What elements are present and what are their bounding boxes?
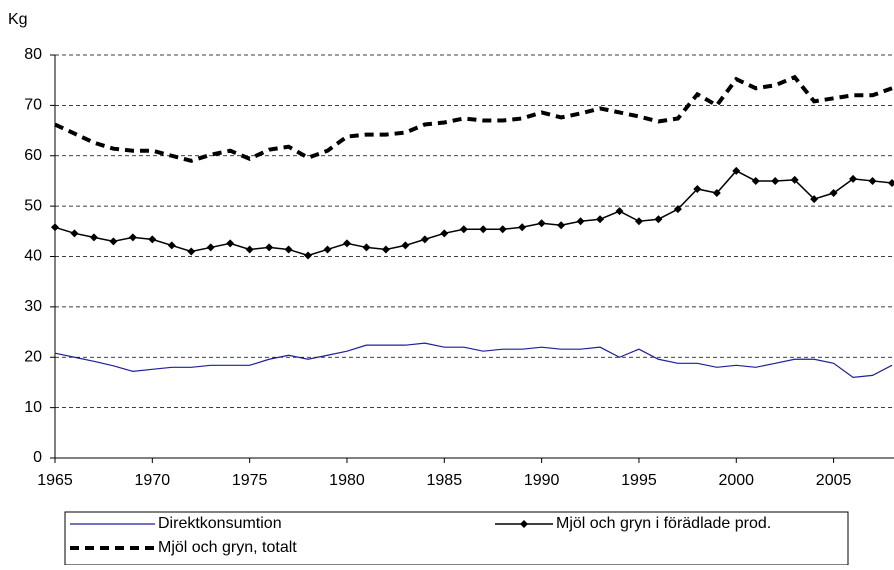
x-tick-label: 1995 bbox=[621, 472, 657, 489]
legend-label: Mjöl och gryn i förädlade prod. bbox=[556, 515, 771, 532]
legend-label: Mjöl och gryn, totalt bbox=[158, 539, 297, 556]
marker bbox=[520, 520, 528, 528]
marker bbox=[654, 215, 663, 224]
marker bbox=[401, 241, 410, 250]
marker bbox=[420, 235, 429, 244]
marker bbox=[498, 225, 507, 234]
series-line bbox=[54, 169, 893, 257]
marker bbox=[70, 229, 79, 238]
y-axis-label: Kg bbox=[8, 11, 28, 28]
marker bbox=[109, 237, 118, 246]
marker bbox=[518, 223, 527, 232]
marker bbox=[712, 189, 721, 198]
marker bbox=[167, 241, 176, 250]
marker bbox=[265, 243, 274, 252]
marker bbox=[790, 175, 799, 184]
marker bbox=[868, 176, 877, 185]
series-line bbox=[54, 342, 893, 379]
x-tick-label: 1970 bbox=[135, 472, 171, 489]
marker bbox=[888, 178, 894, 187]
legend-label: Direktkonsumtion bbox=[158, 515, 282, 532]
marker bbox=[596, 215, 605, 224]
y-tick-label: 0 bbox=[33, 449, 42, 466]
marker bbox=[440, 229, 449, 238]
marker bbox=[479, 225, 488, 234]
marker bbox=[459, 225, 468, 234]
marker bbox=[148, 235, 157, 244]
marker bbox=[284, 245, 293, 254]
marker bbox=[206, 243, 215, 252]
series-line bbox=[54, 74, 893, 163]
x-tick-label: 1990 bbox=[524, 472, 560, 489]
marker bbox=[304, 251, 313, 260]
marker bbox=[537, 219, 546, 228]
marker bbox=[810, 195, 819, 204]
marker bbox=[342, 239, 351, 248]
marker bbox=[693, 184, 702, 193]
marker bbox=[634, 217, 643, 226]
marker bbox=[51, 223, 59, 232]
marker bbox=[557, 221, 566, 230]
y-tick-label: 60 bbox=[24, 147, 42, 164]
marker bbox=[615, 207, 624, 216]
marker bbox=[849, 174, 858, 183]
y-tick-label: 50 bbox=[24, 197, 42, 214]
y-tick-label: 30 bbox=[24, 298, 42, 315]
marker bbox=[128, 233, 137, 242]
marker bbox=[732, 166, 741, 175]
marker bbox=[771, 176, 780, 185]
y-tick-label: 10 bbox=[24, 399, 42, 416]
marker bbox=[381, 245, 390, 254]
y-tick-label: 20 bbox=[24, 348, 42, 365]
x-tick-label: 1965 bbox=[37, 472, 73, 489]
marker bbox=[751, 176, 760, 185]
marker bbox=[673, 205, 682, 214]
marker bbox=[89, 233, 98, 242]
y-tick-label: 80 bbox=[24, 46, 42, 63]
marker bbox=[323, 245, 332, 254]
marker bbox=[245, 245, 254, 254]
marker bbox=[226, 239, 235, 248]
marker bbox=[362, 243, 371, 252]
y-tick-label: 70 bbox=[24, 97, 42, 114]
x-tick-label: 1980 bbox=[329, 472, 365, 489]
marker bbox=[576, 217, 585, 226]
marker bbox=[187, 247, 196, 256]
marker bbox=[829, 189, 838, 198]
x-tick-label: 2005 bbox=[816, 472, 852, 489]
y-tick-label: 40 bbox=[24, 248, 42, 265]
x-tick-label: 1975 bbox=[232, 472, 268, 489]
x-tick-label: 2000 bbox=[718, 472, 754, 489]
x-tick-label: 1985 bbox=[427, 472, 463, 489]
